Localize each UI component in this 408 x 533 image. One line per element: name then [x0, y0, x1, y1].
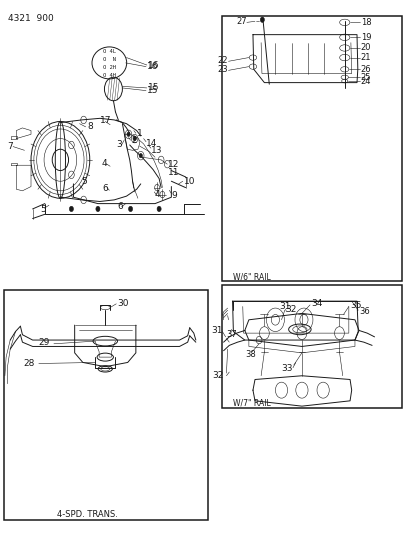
Text: 13: 13 — [151, 146, 162, 155]
Text: 6: 6 — [102, 184, 108, 192]
Text: 5: 5 — [40, 205, 46, 214]
Text: 24: 24 — [361, 77, 371, 85]
Text: 31: 31 — [279, 302, 290, 311]
Text: 36: 36 — [359, 308, 370, 316]
Text: O 4L: O 4L — [103, 49, 116, 54]
Text: 5: 5 — [82, 177, 87, 185]
Text: 15: 15 — [148, 84, 160, 92]
Circle shape — [157, 206, 161, 212]
Text: 14: 14 — [146, 140, 157, 148]
Text: 20: 20 — [361, 44, 371, 52]
Text: 29: 29 — [38, 338, 50, 347]
Text: O 4H: O 4H — [103, 72, 116, 78]
Text: 6: 6 — [118, 203, 123, 211]
Text: 37: 37 — [226, 330, 237, 339]
Text: 25: 25 — [361, 73, 371, 82]
Text: 8: 8 — [87, 123, 93, 131]
Circle shape — [69, 206, 73, 212]
Text: 26: 26 — [361, 65, 371, 74]
Text: 4: 4 — [101, 159, 107, 168]
Circle shape — [133, 136, 136, 141]
Text: 22: 22 — [217, 56, 228, 64]
Text: 16: 16 — [148, 61, 160, 69]
Text: 7: 7 — [7, 142, 13, 151]
Text: 33: 33 — [282, 365, 293, 373]
Text: 32: 32 — [286, 305, 297, 313]
Text: 12: 12 — [168, 160, 180, 168]
Text: 1: 1 — [137, 129, 142, 138]
Text: 4: 4 — [154, 190, 160, 198]
Text: 18: 18 — [361, 18, 371, 27]
Text: 21: 21 — [361, 53, 371, 62]
Text: 10: 10 — [184, 177, 195, 185]
Bar — [222, 285, 402, 408]
Text: 11: 11 — [168, 168, 180, 176]
Text: 17: 17 — [100, 117, 111, 125]
Text: W/6" RAIL: W/6" RAIL — [233, 273, 271, 281]
Text: 9: 9 — [171, 191, 177, 200]
Bar — [222, 16, 402, 281]
Text: 32: 32 — [212, 372, 224, 380]
Circle shape — [139, 154, 142, 158]
Text: 30: 30 — [118, 300, 129, 308]
Text: 28: 28 — [23, 359, 35, 368]
Circle shape — [96, 206, 100, 212]
Text: 4-SPD. TRANS.: 4-SPD. TRANS. — [57, 510, 118, 519]
Text: 35: 35 — [350, 301, 361, 310]
Text: W/7" RAIL: W/7" RAIL — [233, 399, 271, 408]
Text: O 2H: O 2H — [103, 64, 116, 70]
Text: 27: 27 — [236, 17, 247, 26]
Text: 3: 3 — [116, 141, 122, 149]
Text: 16: 16 — [147, 62, 158, 71]
Circle shape — [260, 17, 264, 22]
Text: 19: 19 — [361, 33, 371, 42]
Text: 15: 15 — [147, 86, 158, 95]
Circle shape — [127, 132, 130, 136]
Text: 38: 38 — [245, 350, 255, 359]
Text: 4321  900: 4321 900 — [8, 14, 54, 23]
Circle shape — [129, 206, 133, 212]
Text: 23: 23 — [217, 65, 228, 74]
Text: 2: 2 — [131, 136, 137, 144]
Text: 31: 31 — [211, 326, 222, 335]
Text: 34: 34 — [311, 300, 322, 308]
Bar — [4, 290, 208, 520]
Text: O  N: O N — [103, 56, 116, 62]
